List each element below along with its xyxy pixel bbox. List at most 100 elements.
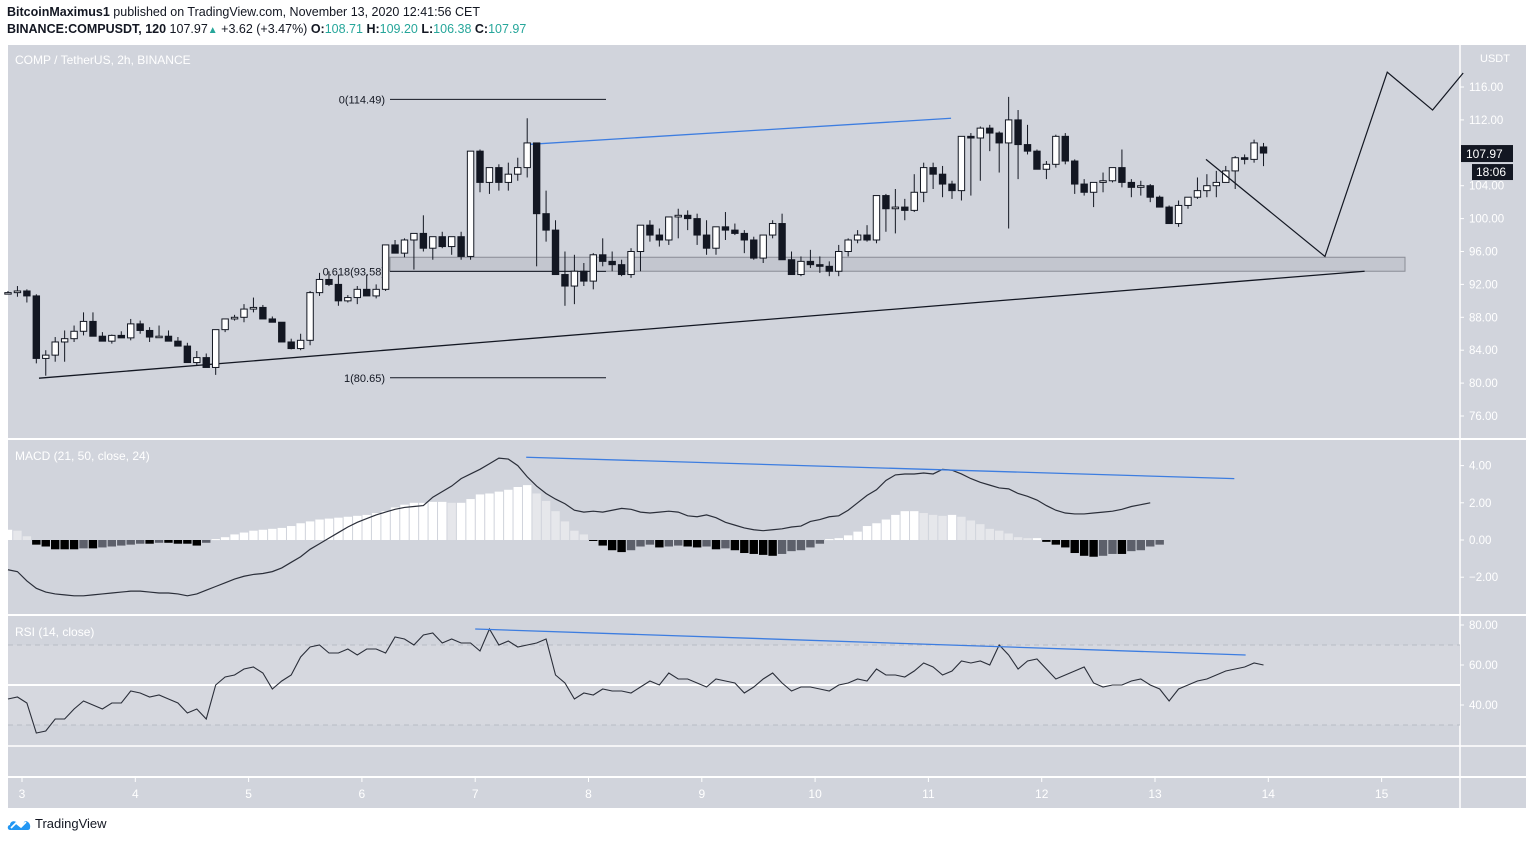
candle-body (514, 167, 522, 175)
candle-body (221, 318, 229, 331)
price-projection-path[interactable] (1205, 71, 1464, 258)
macd-histogram-bar (164, 540, 173, 543)
candle-body (532, 142, 541, 215)
candle-body (363, 288, 371, 297)
candle-body (683, 214, 692, 220)
candle-body (617, 264, 626, 276)
macd-histogram-bar (815, 540, 825, 544)
candle-body (655, 234, 664, 241)
macd-histogram-bar (560, 521, 570, 540)
candle-body (570, 270, 579, 287)
candle-body (919, 167, 928, 193)
candle-body (108, 334, 116, 342)
macd-histogram-bar (796, 540, 806, 551)
time-tick-label: 8 (585, 787, 592, 801)
candle-body (60, 338, 69, 343)
time-tick-label: 10 (808, 787, 822, 801)
last-price-badge-label: 107.97 (1466, 147, 1503, 161)
ascending-trendline[interactable] (38, 270, 1365, 379)
macd-histogram-bar (249, 530, 258, 540)
candle-body (731, 229, 739, 234)
candle-body (391, 244, 399, 254)
candle-body (296, 339, 305, 350)
price-tick-label: 84.00 (1469, 345, 1498, 357)
publish-info: BitcoinMaximus1 published on TradingView… (7, 5, 480, 19)
macd-histogram-bar (523, 485, 532, 540)
candle-body (674, 214, 682, 218)
macd-histogram-bar (353, 515, 362, 540)
main-pane[interactable] (8, 45, 1526, 438)
candle-body (910, 191, 918, 211)
rsi-divergence-trendline[interactable] (475, 628, 1246, 656)
support-zone[interactable] (389, 256, 1406, 272)
macd-divergence-trendline[interactable] (526, 456, 1235, 480)
macd-histogram-bar (976, 524, 985, 540)
macd-pane[interactable] (8, 440, 1526, 614)
macd-histogram-bar (787, 540, 796, 552)
price-axis-unit: USDT (1480, 53, 1510, 65)
macd-histogram-bar (721, 540, 730, 549)
last-price-badge (1461, 145, 1513, 163)
candle-body (353, 288, 361, 299)
candle-body (561, 274, 569, 287)
macd-histogram-bar (957, 516, 966, 540)
candle-body (1099, 180, 1107, 183)
candle-body (1222, 170, 1230, 183)
candle-body (712, 226, 720, 249)
macd-histogram-bar (504, 489, 513, 540)
candle-body (693, 218, 701, 236)
candle-body (230, 316, 239, 320)
price-axis-unit-bg (1465, 46, 1525, 68)
main-pane-title: COMP / TetherUS, 2h, BINANCE (15, 53, 191, 67)
time-tick-label: 6 (359, 787, 366, 801)
author-name: BitcoinMaximus1 (7, 5, 110, 19)
candle-body (485, 167, 494, 183)
time-axis[interactable] (8, 778, 1526, 808)
fib-level-label: 1(80.65) (344, 373, 385, 385)
macd-histogram-bar (343, 516, 353, 540)
macd-histogram-bar (173, 540, 183, 544)
candle-body (589, 254, 597, 282)
candle-body (835, 251, 843, 272)
candle-body (797, 260, 805, 276)
macd-histogram-bar (617, 540, 626, 553)
candle-body (13, 290, 22, 294)
candle-body (23, 290, 31, 297)
candle-body (967, 135, 975, 139)
price-tick-label: 112.00 (1469, 115, 1503, 127)
macd-histogram-bar (324, 518, 334, 540)
candle-body (976, 127, 985, 139)
candle-body (636, 224, 645, 252)
candle-body (1033, 150, 1041, 170)
candle-body (750, 239, 758, 259)
macd-histogram-bar (1127, 540, 1136, 552)
price-resistance-trendline[interactable] (526, 117, 952, 146)
macd-histogram-bar (1013, 537, 1023, 540)
candle-body (1042, 163, 1051, 170)
macd-histogram-bar (1042, 540, 1051, 542)
tradingview-cloud-icon (7, 820, 31, 830)
macd-histogram-bar (296, 523, 305, 540)
candle-body (438, 236, 446, 248)
macd-histogram-bar (126, 540, 135, 545)
candle-body (806, 260, 815, 266)
macd-histogram-bar (919, 513, 928, 540)
candle-body (1089, 181, 1098, 193)
macd-histogram-bar (135, 540, 145, 544)
macd-histogram-bar (3, 529, 13, 540)
candle-body (447, 236, 456, 248)
candle-body (1193, 190, 1202, 198)
time-tick-label: 3 (19, 787, 26, 801)
candle-body (334, 283, 343, 302)
macd-histogram-bar (834, 538, 843, 540)
chart-canvas[interactable]: COMP / TetherUS, 2h, BINANCE MACD (21, 50… (0, 0, 1534, 810)
macd-histogram-bar (711, 540, 721, 550)
macd-histogram-bar (230, 534, 239, 540)
macd-histogram-bar (645, 540, 655, 545)
macd-histogram-bar (551, 511, 560, 540)
candle-body (4, 292, 12, 295)
candle-body (42, 354, 50, 359)
rsi-tick-label: 40.00 (1469, 700, 1498, 712)
candle-body (183, 345, 192, 364)
candle-body (542, 213, 550, 231)
